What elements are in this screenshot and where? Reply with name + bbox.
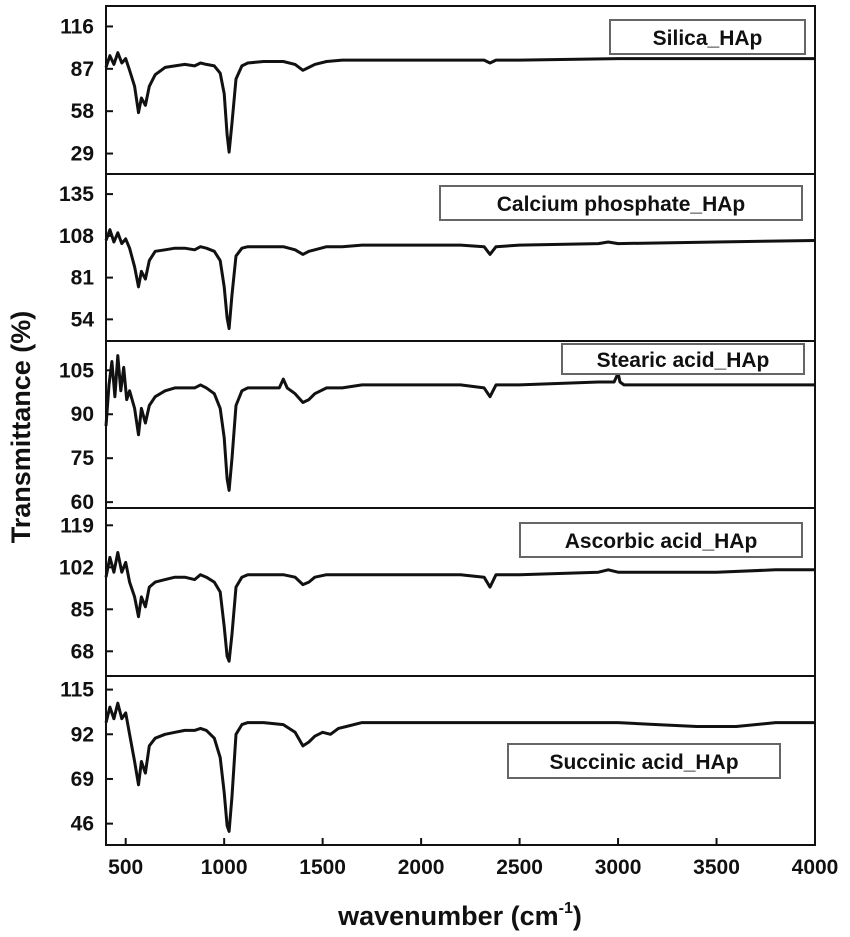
y-tick-label: 85 — [71, 598, 95, 621]
spectrum-line — [104, 228, 816, 331]
spectrum-line — [104, 51, 815, 154]
y-tick-label: 102 — [59, 556, 94, 579]
x-tick-label: 4000 — [792, 856, 839, 879]
legend-label: Silica_HAp — [653, 27, 763, 50]
spectrum-line — [104, 354, 815, 492]
spectrum-panel: 119 102 85 68 Ascorbic acid_HAp — [59, 507, 816, 677]
legend-box — [609, 19, 806, 55]
y-tick-label: 81 — [71, 267, 95, 290]
x-tick-label: 3000 — [595, 856, 642, 879]
spectrum-panel: 135 108 81 54 Calcium phosphate_HAp — [59, 173, 816, 342]
legend-label: Stearic acid_HAp — [597, 349, 770, 372]
y-tick-label: 29 — [71, 143, 94, 166]
y-tick-label: 105 — [59, 359, 94, 382]
x-axis-label-superscript: -1 — [559, 900, 573, 917]
x-tick-label: 2500 — [496, 856, 543, 879]
x-tick-label: 2000 — [398, 856, 445, 879]
y-tick-label: 116 — [60, 15, 94, 38]
y-tick-label: 135 — [59, 183, 94, 206]
spectrum-panel: 105 90 75 60 Stearic acid_HAp — [59, 340, 816, 514]
y-tick-label: 68 — [71, 640, 95, 663]
legend: Ascorbic acid_HAp — [519, 522, 803, 558]
legend: Succinic acid_HAp — [507, 743, 781, 779]
y-tick-label: 58 — [71, 100, 95, 123]
y-tick-label: 115 — [60, 679, 94, 702]
legend: Stearic acid_HAp — [561, 343, 805, 375]
x-axis-label-close: ) — [573, 901, 582, 931]
x-axis-label-main: wavenumber (cm — [337, 901, 559, 931]
x-axis-ticks: 500 1000 1500 2000 2500 3000 3500 4000 — [108, 838, 838, 879]
spectrum-panel: 116 87 58 29 Silica_HAp — [60, 5, 816, 175]
legend-box — [439, 185, 803, 221]
y-tick-label: 90 — [71, 403, 94, 426]
legend-label: Calcium phosphate_HAp — [497, 193, 746, 216]
x-tick-label: 3500 — [693, 856, 740, 879]
legend-box — [561, 343, 805, 375]
y-tick-label: 60 — [71, 491, 94, 514]
y-tick-label: 69 — [71, 768, 94, 791]
legend-box — [507, 743, 781, 779]
x-axis-label: wavenumber (cm-1) — [337, 900, 582, 931]
x-tick-label: 500 — [108, 856, 143, 879]
spectrum-line — [104, 551, 815, 663]
y-tick-label: 87 — [71, 58, 94, 81]
legend-box — [519, 522, 803, 558]
panel-frame — [105, 675, 816, 846]
legend-label: Ascorbic acid_HAp — [565, 530, 758, 553]
y-tick-label: 92 — [71, 723, 94, 746]
x-tick-label: 1000 — [201, 856, 248, 879]
legend: Calcium phosphate_HAp — [439, 185, 803, 221]
spectrum-line — [104, 701, 815, 833]
y-tick-label: 75 — [71, 447, 95, 470]
spectrum-panel: 115 92 69 46 Succinic acid_HAp — [60, 675, 816, 846]
y-axis-label: Transmittance (%) — [6, 311, 36, 544]
y-tick-label: 119 — [60, 514, 94, 537]
panels: 116 87 58 29 Silica_HAp 135 108 81 54 Calcium pho… — [59, 5, 816, 846]
x-tick-label: 1500 — [299, 856, 346, 879]
y-tick-label: 108 — [59, 225, 94, 248]
y-tick-label: 54 — [71, 308, 95, 331]
y-tick-label: 46 — [71, 813, 94, 836]
legend: Silica_HAp — [609, 19, 806, 55]
legend-label: Succinic acid_HAp — [549, 751, 738, 774]
